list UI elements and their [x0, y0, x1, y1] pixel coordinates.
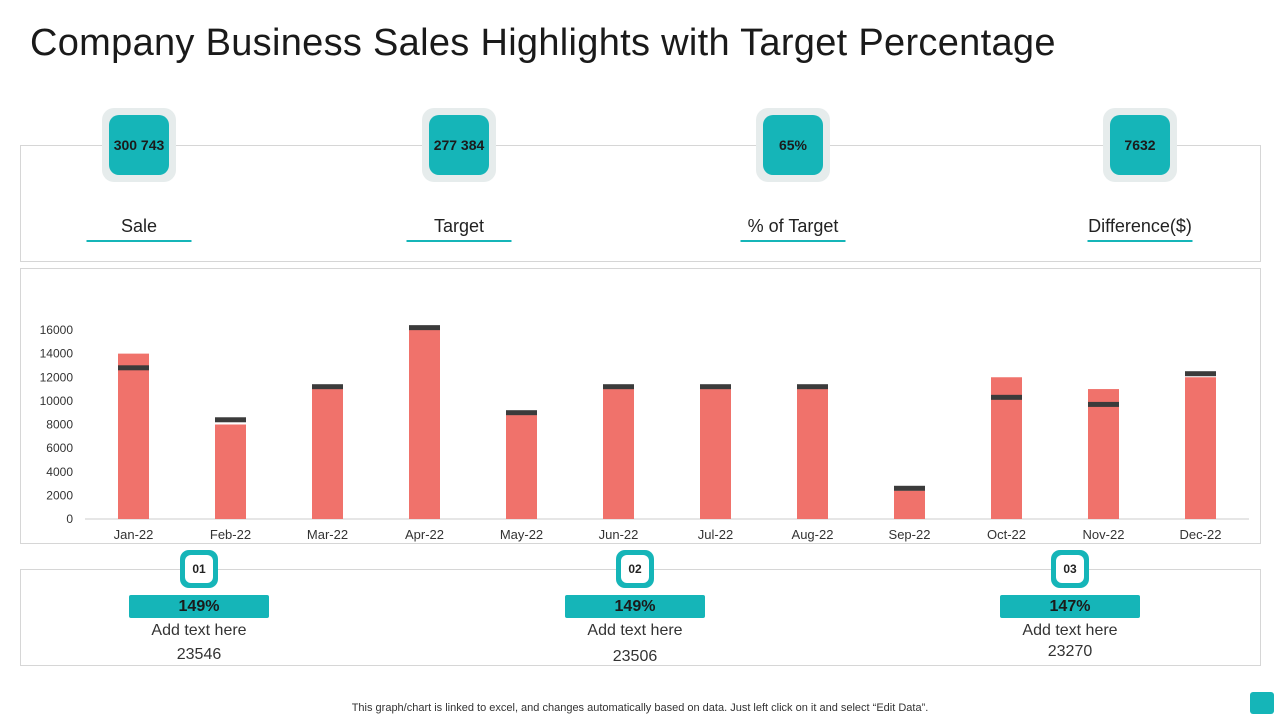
- kpi-difference: 7632 Difference($): [1060, 108, 1220, 258]
- kpi-underline: [740, 240, 846, 242]
- target-marker: [894, 485, 925, 491]
- kpi-percent-target: 65% % of Target: [713, 108, 873, 258]
- sales-bar: [603, 389, 634, 519]
- kpi-badge-frame: 65%: [756, 108, 830, 182]
- y-tick-label: 12000: [40, 370, 74, 384]
- card-number: 01: [185, 555, 213, 583]
- target-marker: [1185, 371, 1216, 377]
- footnote: This graph/chart is linked to excel, and…: [351, 702, 929, 714]
- card-number: 02: [621, 555, 649, 583]
- y-tick-label: 14000: [40, 347, 74, 361]
- card-text: Add text here: [587, 622, 683, 639]
- target-marker: [118, 365, 149, 371]
- kpi-badge-frame: 277 384: [422, 108, 496, 182]
- sales-bar: [894, 490, 925, 519]
- card-percent: 149%: [565, 595, 705, 618]
- target-marker: [797, 384, 828, 390]
- x-tick-label: May-22: [500, 527, 543, 542]
- card-value: 23546: [176, 646, 222, 663]
- card-value: 23270: [1047, 643, 1093, 660]
- target-marker: [991, 394, 1022, 400]
- card-number-frame: 02: [616, 550, 654, 588]
- kpi-sale: 300 743 Sale: [59, 108, 219, 258]
- sales-bar: [700, 389, 731, 519]
- kpi-target-value: 277 384: [429, 115, 489, 175]
- x-tick-label: Sep-22: [889, 527, 931, 542]
- kpi-percent-label: % of Target: [747, 216, 839, 236]
- target-marker: [215, 417, 246, 423]
- kpi-sale-label: Sale: [120, 216, 158, 236]
- y-tick-label: 6000: [46, 441, 73, 455]
- card-number-frame: 01: [180, 550, 218, 588]
- sales-bar: [1088, 389, 1119, 519]
- chart-panel: 0 2000 4000 6000 8000 10000 12000 14000 16000 Jan…: [20, 268, 1261, 544]
- x-tick-label: Jul-22: [698, 527, 733, 542]
- sales-bar: [506, 415, 537, 519]
- summary-panel: 01 149% Add text here 23546 02 149% Add …: [20, 550, 1261, 666]
- kpi-badge-frame: 300 743: [102, 108, 176, 182]
- x-tick-label: Mar-22: [307, 527, 348, 542]
- sales-bar: [797, 389, 828, 519]
- target-marker: [1088, 401, 1119, 407]
- kpi-badge-frame: 7632: [1103, 108, 1177, 182]
- target-marker: [312, 384, 343, 390]
- kpi-sale-value: 300 743: [109, 115, 169, 175]
- sales-bar: [215, 424, 246, 519]
- target-marker: [700, 384, 731, 390]
- target-marker: [506, 410, 537, 416]
- card-text: Add text here: [1022, 622, 1118, 639]
- kpi-target: 277 384 Target: [379, 108, 539, 258]
- kpi-difference-label: Difference($): [1088, 216, 1192, 236]
- x-tick-label: Jan-22: [114, 527, 154, 542]
- corner-badge: [1250, 692, 1274, 714]
- x-tick-label: Nov-22: [1083, 527, 1125, 542]
- x-tick-label: Feb-22: [210, 527, 251, 542]
- sales-bar: [991, 377, 1022, 519]
- card-value: 23506: [612, 648, 658, 665]
- x-tick-label: Oct-22: [987, 527, 1026, 542]
- sales-bar: [409, 330, 440, 519]
- card-percent: 149%: [129, 595, 269, 618]
- card-text: Add text here: [151, 622, 247, 639]
- y-tick-label: 16000: [40, 323, 74, 337]
- kpi-target-label: Target: [433, 216, 485, 236]
- kpi-panel: [20, 145, 1261, 262]
- x-tick-label: Dec-22: [1180, 527, 1222, 542]
- y-tick-label: 10000: [40, 394, 74, 408]
- kpi-percent-value: 65%: [763, 115, 823, 175]
- page-title: Company Business Sales Highlights with T…: [30, 22, 1056, 64]
- target-marker: [603, 384, 634, 390]
- y-tick-label: 2000: [46, 488, 73, 502]
- card-number: 03: [1056, 555, 1084, 583]
- sales-bar: [1185, 377, 1216, 519]
- x-tick-label: Aug-22: [792, 527, 834, 542]
- y-tick-label: 0: [66, 512, 73, 526]
- card-percent: 147%: [1000, 595, 1140, 618]
- y-tick-label: 4000: [46, 465, 73, 479]
- sales-bar: [312, 389, 343, 519]
- card-number-frame: 03: [1051, 550, 1089, 588]
- kpi-difference-value: 7632: [1110, 115, 1170, 175]
- target-marker: [409, 325, 440, 331]
- kpi-underline: [1087, 240, 1193, 242]
- y-tick-label: 8000: [46, 418, 73, 432]
- x-tick-label: Jun-22: [599, 527, 639, 542]
- x-tick-label: Apr-22: [405, 527, 444, 542]
- sales-bar-chart: 0 2000 4000 6000 8000 10000 12000 14000 16000 Jan…: [40, 323, 1249, 542]
- kpi-underline: [86, 240, 192, 242]
- sales-bar: [118, 353, 149, 519]
- kpi-underline: [406, 240, 512, 242]
